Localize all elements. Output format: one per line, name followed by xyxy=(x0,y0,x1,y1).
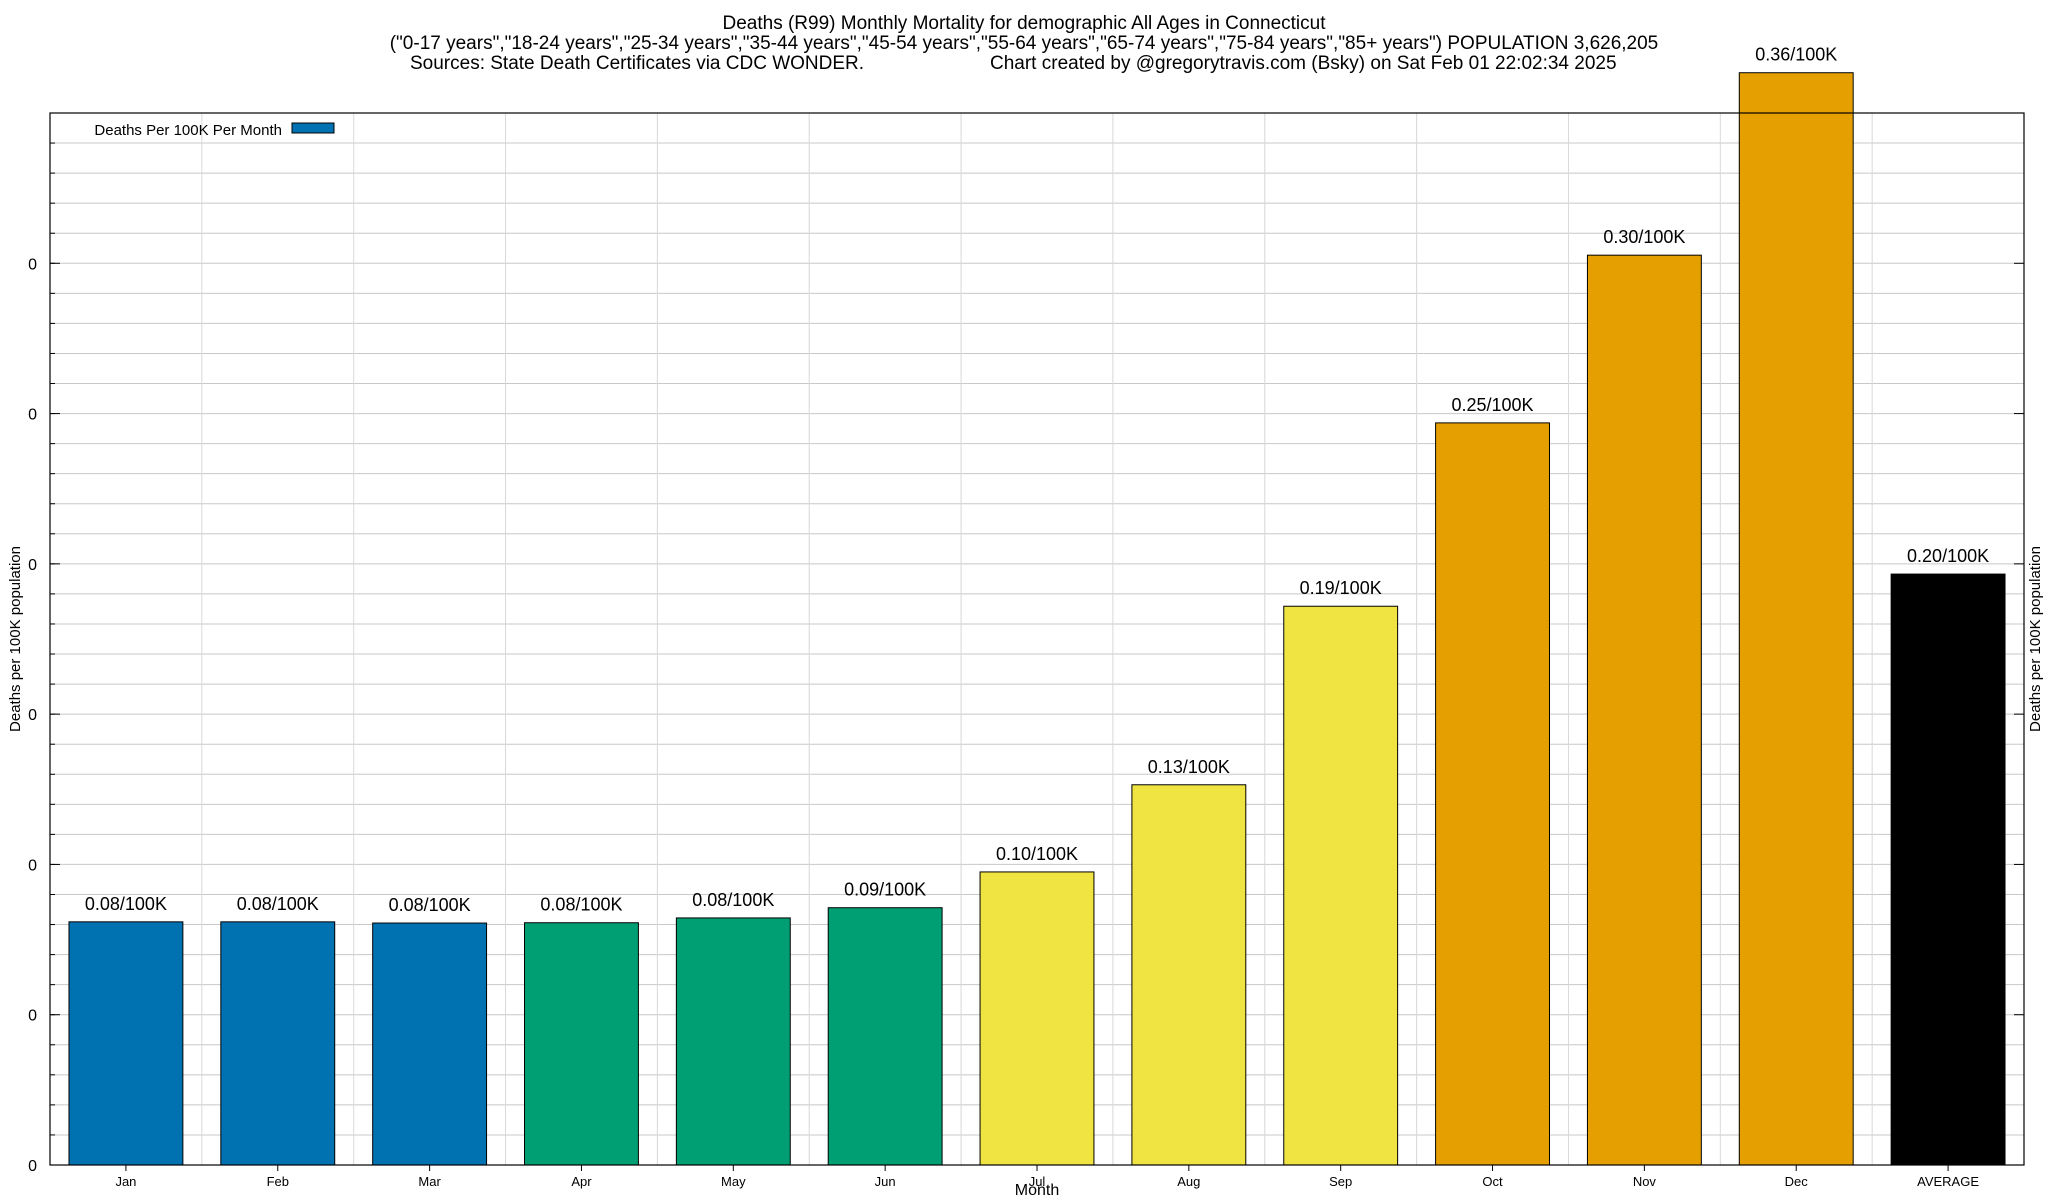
bar-dec xyxy=(1738,72,1854,1166)
x-tick-label: Aug xyxy=(1177,1174,1200,1189)
x-tick-label: Sep xyxy=(1329,1174,1352,1189)
bar-sep xyxy=(1283,605,1399,1166)
bar-nov xyxy=(1586,254,1702,1166)
x-tick-label: Jan xyxy=(115,1174,136,1189)
chart-credit: Chart created by @gregorytravis.com (Bsk… xyxy=(990,53,1617,74)
legend-label: Deaths Per 100K Per Month xyxy=(94,122,282,139)
y-axis-label-right: Deaths per 100K population xyxy=(2027,546,2044,732)
y-axis-label: Deaths per 100K population xyxy=(7,546,24,732)
bar-apr xyxy=(524,922,639,1166)
y-tick-label: 0 xyxy=(28,557,37,574)
bar-data-label: 0.19/100K xyxy=(1300,578,1382,598)
legend-swatch xyxy=(291,122,335,134)
chart-subtitle: ("0-17 years","18-24 years","25-34 years… xyxy=(389,33,1659,54)
bar-data-label: 0.09/100K xyxy=(844,880,926,900)
bar-data-label: 0.08/100K xyxy=(692,890,774,910)
y-tick-label: 0 xyxy=(28,1158,37,1175)
bar-data-label: 0.08/100K xyxy=(237,894,319,914)
bar-average xyxy=(1890,573,2006,1166)
bar-data-label: 0.08/100K xyxy=(389,895,471,915)
x-axis-label: Month xyxy=(1015,1182,1059,1199)
x-tick-label: Jun xyxy=(875,1174,896,1189)
y-tick-label: 0 xyxy=(28,857,37,874)
bar-jul xyxy=(979,871,1095,1166)
bar-data-label: 0.36/100K xyxy=(1755,45,1837,65)
bar-data-label: 0.08/100K xyxy=(540,895,622,915)
x-tick-label: Feb xyxy=(267,1174,289,1189)
x-tick-label: Oct xyxy=(1482,1174,1503,1189)
bar-data-label: 0.10/100K xyxy=(996,844,1078,864)
y-tick-label: 0 xyxy=(28,407,37,424)
bar-jun xyxy=(827,907,943,1166)
bar-feb xyxy=(220,921,336,1166)
bar-data-label: 0.13/100K xyxy=(1148,757,1230,777)
plot-frame xyxy=(49,112,2025,1166)
x-tick-label: AVERAGE xyxy=(1917,1174,1979,1189)
bar-jan xyxy=(68,921,184,1166)
y-tick-label: 0 xyxy=(28,1008,37,1025)
x-tick-label: May xyxy=(721,1174,746,1189)
bar-oct xyxy=(1435,422,1550,1166)
bar-data-label: 0.25/100K xyxy=(1451,395,1533,415)
bar-may xyxy=(675,917,791,1166)
x-tick-label: Mar xyxy=(418,1174,441,1189)
bar-data-label: 0.20/100K xyxy=(1907,546,1989,566)
x-tick-label: Dec xyxy=(1785,1174,1809,1189)
chart-header: Deaths (R99) Monthly Mortality for demog… xyxy=(0,0,2048,54)
bar-mar xyxy=(372,922,488,1166)
x-tick-label: Jul xyxy=(1029,1174,1046,1189)
bar-aug xyxy=(1131,784,1247,1166)
chart-sources: Sources: State Death Certificates via CD… xyxy=(410,53,865,74)
bar-data-label: 0.08/100K xyxy=(85,894,167,914)
chart-title: Deaths (R99) Monthly Mortality for demog… xyxy=(722,13,1326,34)
y-tick-label: 0 xyxy=(28,256,37,273)
y-tick-label: 0 xyxy=(28,707,37,724)
x-tick-label: Apr xyxy=(571,1174,592,1189)
bar-data-label: 0.30/100K xyxy=(1603,227,1685,247)
x-tick-label: Nov xyxy=(1633,1174,1657,1189)
